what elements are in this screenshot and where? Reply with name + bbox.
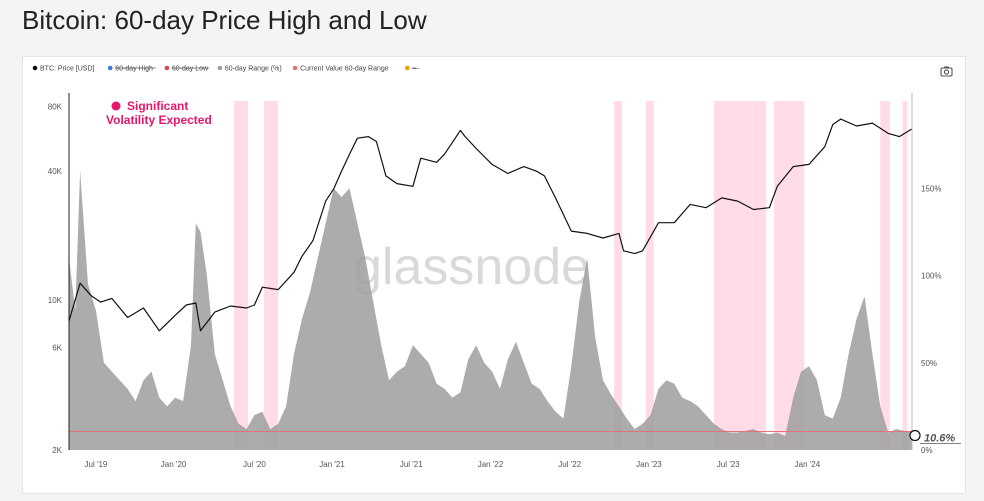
legend-item-4[interactable]: Current Value 60-day Range: [292, 65, 389, 73]
highlight-period-0: [233, 101, 249, 450]
x-tick-label: Jul '21: [400, 460, 423, 469]
x-tick-label: Jul '22: [558, 460, 581, 469]
y-right-tick-label: 0%: [921, 446, 933, 455]
x-tick-label: Jan '24: [795, 460, 821, 469]
range-area: [69, 170, 912, 451]
legend-dot: [292, 65, 298, 71]
legend-dot: [164, 65, 170, 71]
price-line-layer: [68, 118, 913, 332]
legend-item-2[interactable]: 60-day Low: [164, 65, 209, 73]
highlight-period-2: [614, 101, 623, 450]
x-tick-label: Jan '21: [319, 460, 345, 469]
legend-label: 60-day Low: [172, 66, 209, 73]
annotation: Significant Volatility Expected: [106, 99, 212, 127]
legend-item-3[interactable]: 60-day Range (%): [217, 65, 282, 73]
x-tick-label: Jul '23: [717, 460, 740, 469]
legend-dot: [217, 65, 223, 71]
y-right-tick-label: 150%: [921, 184, 941, 193]
y-left-tick-label: 80K: [48, 103, 63, 112]
highlight-period-1: [263, 101, 279, 450]
y-left-tick-label: 2K: [52, 446, 62, 455]
legend-label: BTC: Price [USD]: [40, 66, 95, 73]
price-line: [68, 118, 913, 332]
current-value-label: 10.6%: [924, 433, 955, 445]
y-left-tick-label: 40K: [48, 167, 63, 176]
legend: BTC: Price [USD] 60-day High 60-day Low 60-…: [32, 65, 419, 73]
current-value-marker-circle: [909, 429, 921, 442]
legend-label: Current Value 60-day Range: [300, 66, 389, 73]
x-tick-label: Jan '23: [636, 460, 662, 469]
legend-dot: [405, 65, 410, 71]
highlight-period-7: [902, 101, 908, 450]
legend-item-1[interactable]: 60-day High: [107, 65, 156, 73]
highlight-period-3: [645, 101, 654, 450]
annotation-dot: [111, 101, 121, 111]
legend-label: —: [412, 66, 419, 73]
y-left-tick-label: 6K: [52, 344, 62, 353]
annotation-line-2: Volatility Expected: [106, 113, 212, 127]
y-right-tick-label: 50%: [921, 359, 937, 368]
range-area-layer: [69, 170, 912, 451]
chart-svg: BTC: Price [USD] 60-day High 60-day Low 60-…: [32, 65, 961, 469]
watermark: glassnode: [353, 238, 590, 296]
y-right-tick-label: 100%: [921, 272, 941, 281]
highlight-period-4: [713, 101, 767, 450]
x-tick-label: Jul '20: [243, 460, 266, 469]
x-tick-label: Jan '20: [161, 460, 187, 469]
x-tick-label: Jul '19: [85, 460, 108, 469]
legend-item-0[interactable]: BTC: Price [USD]: [32, 65, 95, 73]
annotation-line-1: Significant: [127, 99, 188, 113]
y-left-tick-label: 10K: [48, 296, 63, 305]
axes: 2K 6K 10K 40K 80K 0% 50% 100% 150% Jul '19 Jan '20…: [48, 93, 941, 469]
legend-item-5[interactable]: —: [405, 66, 419, 73]
legend-label: 60-day Range (%): [225, 66, 282, 73]
current-value-marker: 10.6%: [909, 429, 961, 445]
camera-icon[interactable]: [940, 66, 953, 77]
highlight-period-6: [880, 101, 890, 450]
legend-dot: [107, 65, 113, 71]
page-title: Bitcoin: 60-day Price High and Low: [22, 5, 427, 35]
x-tick-label: Jan '22: [478, 460, 504, 469]
legend-dot: [32, 65, 38, 71]
chart-card: BTC: Price [USD] 60-day High 60-day Low 60-…: [22, 56, 966, 494]
legend-label: 60-day High: [115, 66, 153, 73]
